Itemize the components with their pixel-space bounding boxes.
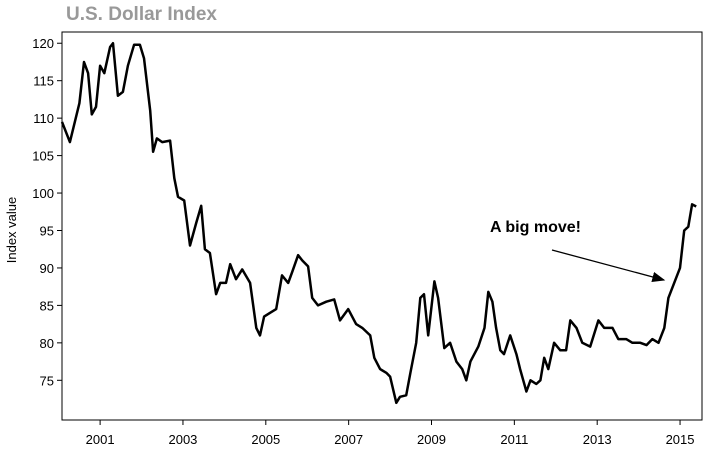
- x-tick-label: 2005: [251, 432, 280, 447]
- series-line: [60, 41, 697, 405]
- y-tick-label: 120: [32, 36, 54, 51]
- y-tick-label: 95: [40, 223, 54, 238]
- y-tick-label: 75: [40, 373, 54, 388]
- x-tick-label: 2003: [168, 432, 197, 447]
- x-tick-label: 2009: [417, 432, 446, 447]
- y-tick-label: 80: [40, 336, 54, 351]
- y-tick-label: 105: [32, 149, 54, 164]
- annotation-arrow: [551, 249, 666, 282]
- y-axis-label: Index value: [4, 197, 19, 264]
- y-tick-label: 90: [40, 261, 54, 276]
- chart-title: U.S. Dollar Index: [66, 4, 217, 25]
- plot-frame: [61, 31, 703, 421]
- y-tick-label: 100: [32, 186, 54, 201]
- x-tick-label: 2001: [86, 432, 115, 447]
- y-tick-label: 85: [40, 298, 54, 313]
- y-tick-label: 110: [33, 111, 54, 126]
- x-tick-label: 2015: [666, 432, 695, 447]
- y-tick-label: 115: [33, 74, 54, 89]
- x-tick-label: 2007: [334, 432, 363, 447]
- annotation: A big move!: [490, 219, 581, 236]
- x-tick-label: 2011: [500, 432, 528, 447]
- x-tick-label: 2013: [583, 432, 612, 447]
